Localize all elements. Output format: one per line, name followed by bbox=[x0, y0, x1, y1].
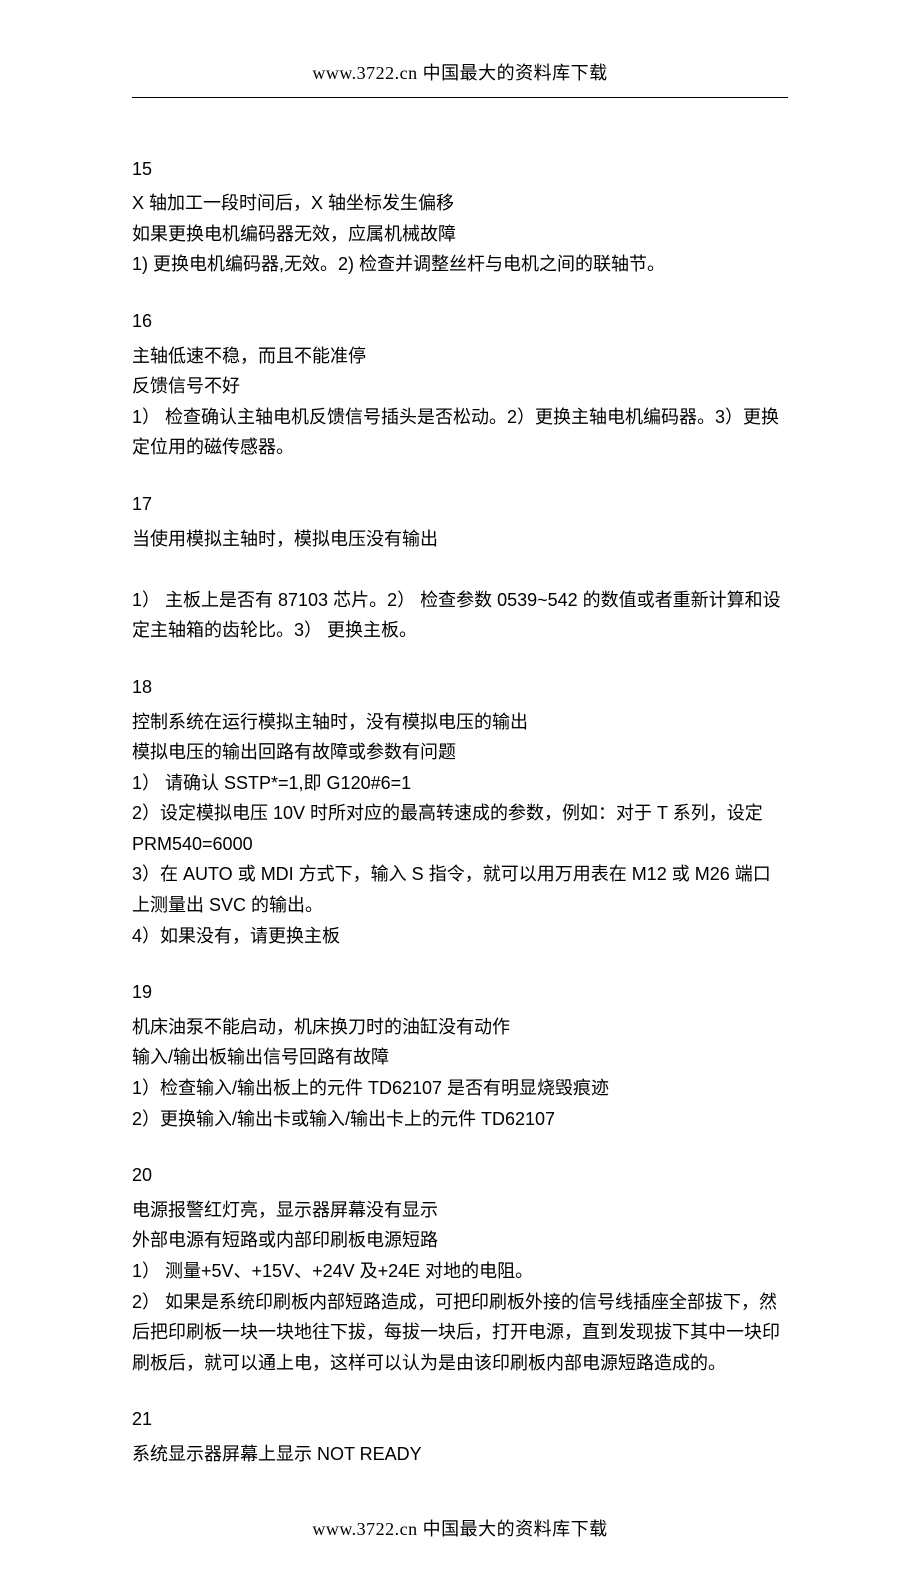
entry-line: 1） 检查确认主轴电机反馈信号插头是否松动。2）更换主轴电机编码器。3）更换定位… bbox=[132, 402, 788, 463]
entry-line: X 轴加工一段时间后，X 轴坐标发生偏移 bbox=[132, 188, 788, 219]
entry: 19 机床油泵不能启动，机床换刀时的油缸没有动作输入/输出板输出信号回路有故障1）… bbox=[132, 977, 788, 1134]
entry-line: 如果更换电机编码器无效，应属机械故障 bbox=[132, 219, 788, 250]
entry-line: 反馈信号不好 bbox=[132, 371, 788, 402]
entry-line: 1） 主板上是否有 87103 芯片。2） 检查参数 0539~542 的数值或… bbox=[132, 585, 788, 646]
entry-line: 模拟电压的输出回路有故障或参数有问题 bbox=[132, 737, 788, 768]
entry: 16 主轴低速不稳，而且不能准停反馈信号不好1） 检查确认主轴电机反馈信号插头是否… bbox=[132, 306, 788, 463]
document-body: 15X 轴加工一段时间后，X 轴坐标发生偏移如果更换电机编码器无效，应属机械故障… bbox=[132, 154, 788, 1470]
entry-line: 主轴低速不稳，而且不能准停 bbox=[132, 341, 788, 372]
entry-line: 2） 如果是系统印刷板内部短路造成，可把印刷板外接的信号线插座全部拔下，然后把印… bbox=[132, 1287, 788, 1379]
entry-line: 电源报警红灯亮，显示器屏幕没有显示 bbox=[132, 1195, 788, 1226]
entry-number: 21 bbox=[132, 1404, 788, 1435]
entry-line: 1) 更换电机编码器,无效。2) 检查并调整丝杆与电机之间的联轴节。 bbox=[132, 249, 788, 280]
page-footer: www.3722.cn 中国最大的资料库下载 bbox=[132, 1514, 788, 1545]
entry-line bbox=[132, 554, 788, 585]
entry-line: 机床油泵不能启动，机床换刀时的油缸没有动作 bbox=[132, 1012, 788, 1043]
entry: 17 当使用模拟主轴时，模拟电压没有输出 1） 主板上是否有 87103 芯片。2… bbox=[132, 489, 788, 646]
entry-line: 2）更换输入/输出卡或输入/输出卡上的元件 TD62107 bbox=[132, 1104, 788, 1135]
entry: 18 控制系统在运行模拟主轴时，没有模拟电压的输出模拟电压的输出回路有故障或参数有… bbox=[132, 672, 788, 951]
entry-number: 16 bbox=[132, 306, 788, 337]
entry-number: 18 bbox=[132, 672, 788, 703]
entry-line: 1） 请确认 SSTP*=1,即 G120#6=1 bbox=[132, 768, 788, 799]
entry: 20 电源报警红灯亮，显示器屏幕没有显示外部电源有短路或内部印刷板电源短路1） 测… bbox=[132, 1160, 788, 1378]
entry-number: 15 bbox=[132, 154, 788, 185]
entry-line: 外部电源有短路或内部印刷板电源短路 bbox=[132, 1225, 788, 1256]
entry: 21 系统显示器屏幕上显示 NOT READY bbox=[132, 1404, 788, 1469]
entry-line: 1） 测量+5V、+15V、+24V 及+24E 对地的电阻。 bbox=[132, 1256, 788, 1287]
entry-line: 3）在 AUTO 或 MDI 方式下，输入 S 指令，就可以用万用表在 M12 … bbox=[132, 859, 788, 920]
entry-line: 1）检查输入/输出板上的元件 TD62107 是否有明显烧毁痕迹 bbox=[132, 1073, 788, 1104]
entry-number: 20 bbox=[132, 1160, 788, 1191]
header-divider bbox=[132, 97, 788, 98]
entry-line: 4）如果没有，请更换主板 bbox=[132, 921, 788, 952]
entry: 15X 轴加工一段时间后，X 轴坐标发生偏移如果更换电机编码器无效，应属机械故障… bbox=[132, 154, 788, 280]
entry-line: 控制系统在运行模拟主轴时，没有模拟电压的输出 bbox=[132, 707, 788, 738]
entry-line: 当使用模拟主轴时，模拟电压没有输出 bbox=[132, 524, 788, 555]
entry-line: 2）设定模拟电压 10V 时所对应的最高转速成的参数，例如：对于 T 系列，设定… bbox=[132, 798, 788, 859]
entry-line: 输入/输出板输出信号回路有故障 bbox=[132, 1042, 788, 1073]
entry-number: 17 bbox=[132, 489, 788, 520]
entry-line: 系统显示器屏幕上显示 NOT READY bbox=[132, 1439, 788, 1470]
page-header: www.3722.cn 中国最大的资料库下载 bbox=[132, 58, 788, 89]
entry-number: 19 bbox=[132, 977, 788, 1008]
